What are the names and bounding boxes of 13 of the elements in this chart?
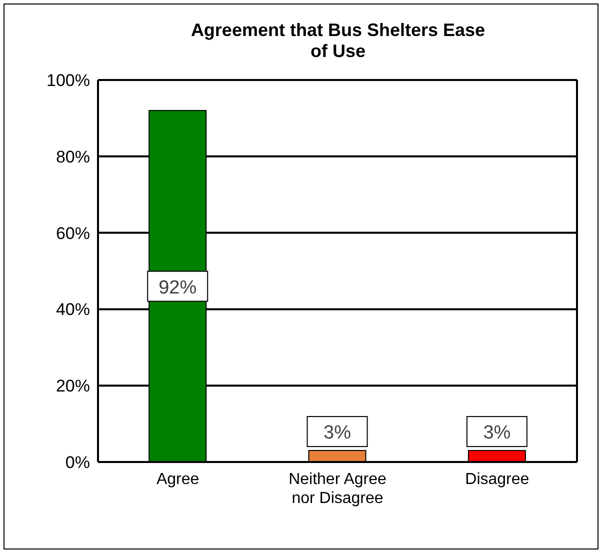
data-label: 3%: [483, 422, 511, 444]
y-tick-label: 60%: [56, 224, 90, 243]
y-tick-label: 80%: [56, 147, 90, 166]
x-tick-label: Neither Agree nor Disagree: [288, 471, 387, 507]
x-tick-label: Disagree: [465, 471, 530, 488]
x-tick-label: Agree: [156, 471, 200, 488]
y-tick-label: 0%: [65, 453, 90, 472]
y-tick-label: 20%: [56, 376, 90, 396]
data-label: 92%: [158, 277, 197, 298]
y-tick-label: 100%: [46, 71, 90, 90]
data-label: 3%: [324, 422, 352, 444]
chart-title: Agreement that Bus Shelters Ease of Use: [190, 20, 486, 61]
y-tick-label: 40%: [56, 300, 90, 320]
